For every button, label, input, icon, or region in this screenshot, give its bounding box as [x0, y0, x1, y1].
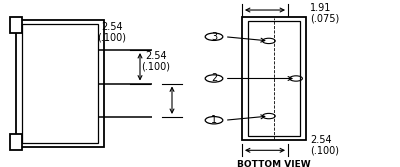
Text: 1: 1 [211, 115, 217, 125]
Text: 2.54
(.100): 2.54 (.100) [310, 135, 339, 156]
Text: 1.91
(.075): 1.91 (.075) [310, 3, 339, 24]
Text: 2: 2 [211, 73, 217, 84]
Text: 2.54
(.100): 2.54 (.100) [98, 22, 126, 43]
Text: BOTTOM VIEW: BOTTOM VIEW [237, 160, 311, 167]
Bar [248, 21, 300, 136]
Text: 3: 3 [211, 32, 217, 42]
Text: 2.54
(.100): 2.54 (.100) [142, 51, 170, 71]
Bar [22, 24, 98, 143]
Bar [10, 134, 22, 150]
Bar [10, 17, 22, 33]
Bar [242, 17, 306, 140]
Bar [16, 20, 104, 147]
